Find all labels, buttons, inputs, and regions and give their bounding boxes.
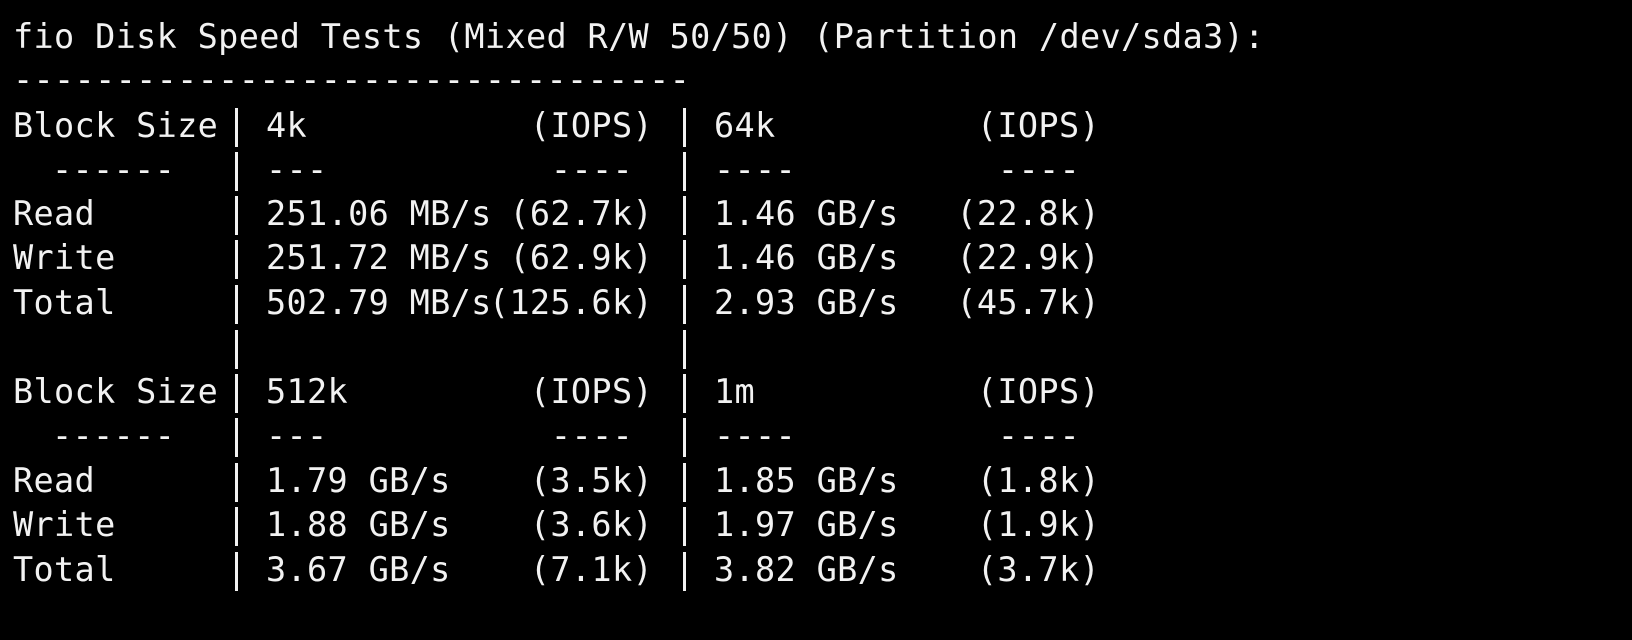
dash-label: ------ (52, 150, 176, 189)
title-line: fio Disk Speed Tests (Mixed R/W 50/50) (… (13, 17, 1265, 56)
column-separator (235, 196, 238, 235)
speed-value: 502.79 MB/s (266, 283, 492, 322)
blank-separator-row (13, 326, 1213, 370)
col1-size-header: 4k (266, 106, 308, 145)
speed-value: 3.82 GB/s (714, 550, 899, 589)
column-separator (235, 552, 238, 591)
column-separator (683, 108, 686, 147)
speed-value: 1.88 GB/s (266, 505, 451, 544)
speed-value: 1.97 GB/s (714, 505, 899, 544)
iops-value: (3.5k) (529, 461, 653, 500)
column-separator (683, 507, 686, 546)
table-row: Total 502.79 MB/s (125.6k) 2.93 GB/s (45… (13, 281, 1213, 325)
iops-value: (22.8k) (956, 194, 1100, 233)
column-separator (683, 330, 686, 369)
col2-iops-header: (IOPS) (976, 106, 1100, 145)
iops-value: (62.9k) (509, 238, 653, 277)
speed-value: 1.46 GB/s (714, 194, 899, 233)
row-label: Write (13, 505, 116, 544)
block-size-label: Block Size (13, 106, 219, 145)
row-label: Total (13, 283, 116, 322)
iops-value: (62.7k) (509, 194, 653, 233)
dash-label: ------ (52, 416, 176, 455)
iops-value: (22.9k) (956, 238, 1100, 277)
column-separator (683, 418, 686, 457)
table-row: Write 1.88 GB/s (3.6k) 1.97 GB/s (1.9k) (13, 503, 1213, 547)
speed-value: 1.85 GB/s (714, 461, 899, 500)
column-separator (683, 463, 686, 502)
dash-col1-size: --- (266, 416, 328, 455)
iops-value: (3.6k) (529, 505, 653, 544)
iops-value: (45.7k) (956, 283, 1100, 322)
column-separator (683, 285, 686, 324)
column-separator (683, 552, 686, 591)
speed-value: 3.67 GB/s (266, 550, 451, 589)
column-separator (235, 240, 238, 279)
column-separator (683, 152, 686, 191)
column-separator (235, 463, 238, 502)
column-separator (235, 152, 238, 191)
table-row: Read 1.79 GB/s (3.5k) 1.85 GB/s (1.8k) (13, 459, 1213, 503)
iops-value: (125.6k) (488, 283, 653, 322)
dash-col1-size: --- (266, 150, 328, 189)
table-row: Write 251.72 MB/s (62.9k) 1.46 GB/s (22.… (13, 236, 1213, 280)
column-separator (235, 374, 238, 413)
iops-value: (3.7k) (976, 550, 1100, 589)
table-row: Total 3.67 GB/s (7.1k) 3.82 GB/s (3.7k) (13, 548, 1213, 592)
column-separator (235, 418, 238, 457)
speed-value: 1.79 GB/s (266, 461, 451, 500)
dash-col1-iops: ---- (550, 416, 633, 455)
speed-value: 251.06 MB/s (266, 194, 492, 233)
dash-col2-iops: ---- (997, 416, 1080, 455)
dash-col2-iops: ---- (997, 150, 1080, 189)
iops-value: (1.9k) (976, 505, 1100, 544)
column-separator (235, 330, 238, 369)
speed-value: 251.72 MB/s (266, 238, 492, 277)
column-separator (683, 196, 686, 235)
dash-col2-size: ---- (714, 416, 797, 455)
dash-col2-size: ---- (714, 150, 797, 189)
table2-dash-row: ------ --- ---- ---- ---- (13, 414, 1213, 458)
iops-value: (1.8k) (976, 461, 1100, 500)
iops-value: (7.1k) (529, 550, 653, 589)
col2-size-header: 1m (714, 372, 756, 411)
column-separator (235, 108, 238, 147)
table-row: Read 251.06 MB/s (62.7k) 1.46 GB/s (22.8… (13, 192, 1213, 236)
column-separator (683, 374, 686, 413)
header-rule: --------------------------------- (13, 60, 691, 99)
table1-dash-row: ------ --- ---- ---- ---- (13, 148, 1213, 192)
block-size-label: Block Size (13, 372, 219, 411)
speed-value: 1.46 GB/s (714, 238, 899, 277)
row-label: Read (13, 461, 96, 500)
column-separator (235, 285, 238, 324)
speed-value: 2.93 GB/s (714, 283, 899, 322)
col2-size-header: 64k (714, 106, 776, 145)
table1-header-row: Block Size 4k (IOPS) 64k (IOPS) (13, 104, 1213, 148)
col1-iops-header: (IOPS) (529, 372, 653, 411)
table2-header-row: Block Size 512k (IOPS) 1m (IOPS) (13, 370, 1213, 414)
row-label: Read (13, 194, 96, 233)
col1-size-header: 512k (266, 372, 349, 411)
column-separator (683, 240, 686, 279)
col2-iops-header: (IOPS) (976, 372, 1100, 411)
row-label: Total (13, 550, 116, 589)
dash-col1-iops: ---- (550, 150, 633, 189)
col1-iops-header: (IOPS) (529, 106, 653, 145)
column-separator (235, 507, 238, 546)
row-label: Write (13, 238, 116, 277)
